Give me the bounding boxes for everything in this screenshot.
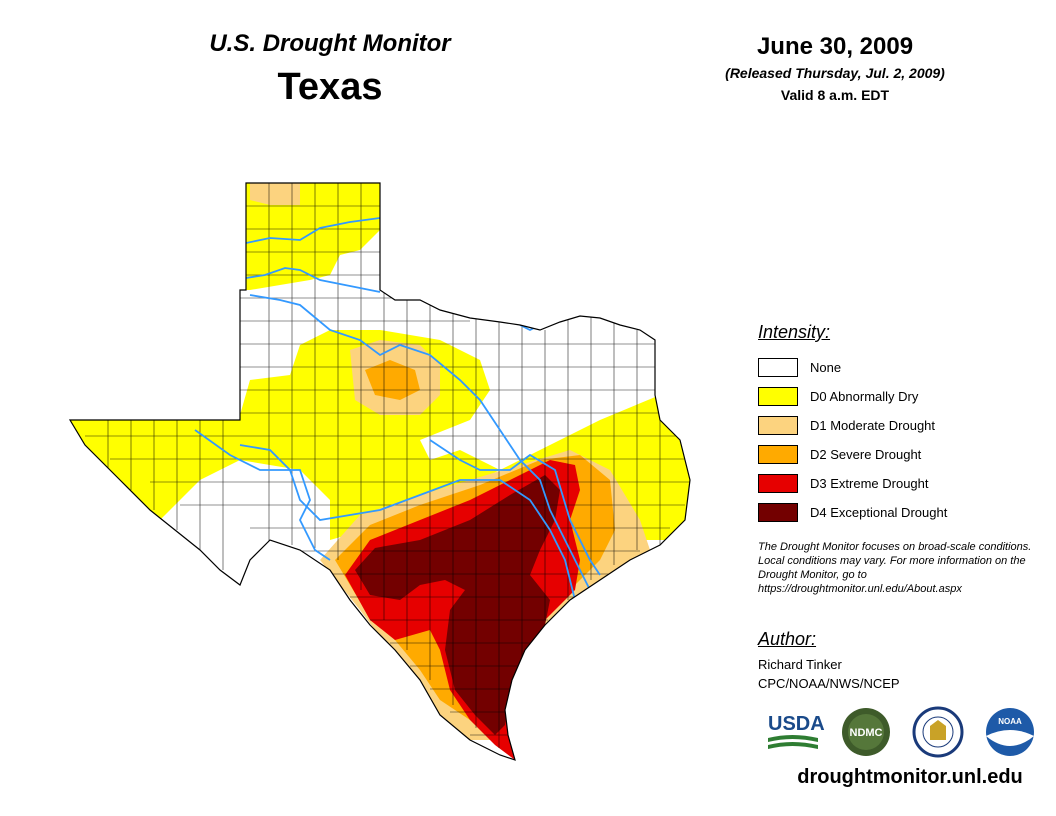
author-name: Richard Tinker <box>758 657 842 672</box>
legend-label: D3 Extreme Drought <box>810 476 929 491</box>
disclaimer-note: The Drought Monitor focuses on broad-sca… <box>758 541 1032 595</box>
colorado-river <box>239 444 576 601</box>
noaa-logo-text: NOAA <box>998 717 1022 726</box>
ndmc-logo: NDMC <box>842 708 890 756</box>
author-organization: CPC/NOAA/NWS/NCEP <box>758 676 900 691</box>
d4-area <box>355 475 560 735</box>
canadian-river <box>245 217 381 244</box>
legend-label: None <box>810 360 842 375</box>
legend-title: Intensity: <box>758 322 831 342</box>
legend-swatch <box>758 358 798 377</box>
map-date: June 30, 2009 <box>756 33 914 60</box>
legend-swatch <box>758 445 798 464</box>
monitor-title: U.S. Drought Monitor <box>209 30 451 57</box>
ndmc-logo-text: NDMC <box>850 727 883 739</box>
legend-item-d1: D1 Moderate Drought <box>758 411 1048 440</box>
valid-time: Valid 8 a.m. EDT <box>780 87 890 103</box>
date-block: June 30, 2009 (Released Thursday, Jul. 2… <box>690 33 980 103</box>
legend-item-d0: D0 Abnormally Dry <box>758 382 1048 411</box>
d0-area-panhandle <box>240 183 380 290</box>
rio-grande <box>194 429 331 561</box>
legend-swatch <box>758 416 798 435</box>
state-title: Texas <box>277 66 383 108</box>
legend-item-none: None <box>758 353 1048 382</box>
legend-label: D1 Moderate Drought <box>810 418 936 433</box>
author-heading: Author: <box>758 629 817 649</box>
legend-item-d4: D4 Exceptional Drought <box>758 498 1048 527</box>
website-url[interactable]: droughtmonitor.unl.edu <box>797 766 1023 788</box>
state-outline <box>68 182 691 761</box>
legend-item-d3: D3 Extreme Drought <box>758 469 1048 498</box>
red-river <box>245 267 381 293</box>
noaa-logo: NOAA <box>986 708 1034 756</box>
partner-logos: USDA NDMC NOAA <box>768 706 1034 758</box>
release-date: (Released Thursday, Jul. 2, 2009) <box>725 65 945 81</box>
trinity-river <box>429 439 601 576</box>
d0-area-central <box>70 330 690 540</box>
legend-swatch <box>758 387 798 406</box>
legend-swatch <box>758 474 798 493</box>
d1-area-panhandle <box>250 183 300 205</box>
county-lines <box>70 183 690 748</box>
usda-logo: USDA <box>768 713 825 749</box>
legend-label: D4 Exceptional Drought <box>810 505 948 520</box>
doc-seal-logo <box>912 706 964 758</box>
usda-logo-text: USDA <box>768 713 825 735</box>
legend-label: D0 Abnormally Dry <box>810 389 919 404</box>
legend-label: D2 Severe Drought <box>810 447 922 462</box>
legend: Intensity: None D0 Abnormally Dry D1 Mod… <box>758 322 1048 527</box>
brazos-river <box>249 294 591 591</box>
texas-drought-map <box>68 182 691 761</box>
legend-swatch <box>758 503 798 522</box>
legend-item-d2: D2 Severe Drought <box>758 440 1048 469</box>
